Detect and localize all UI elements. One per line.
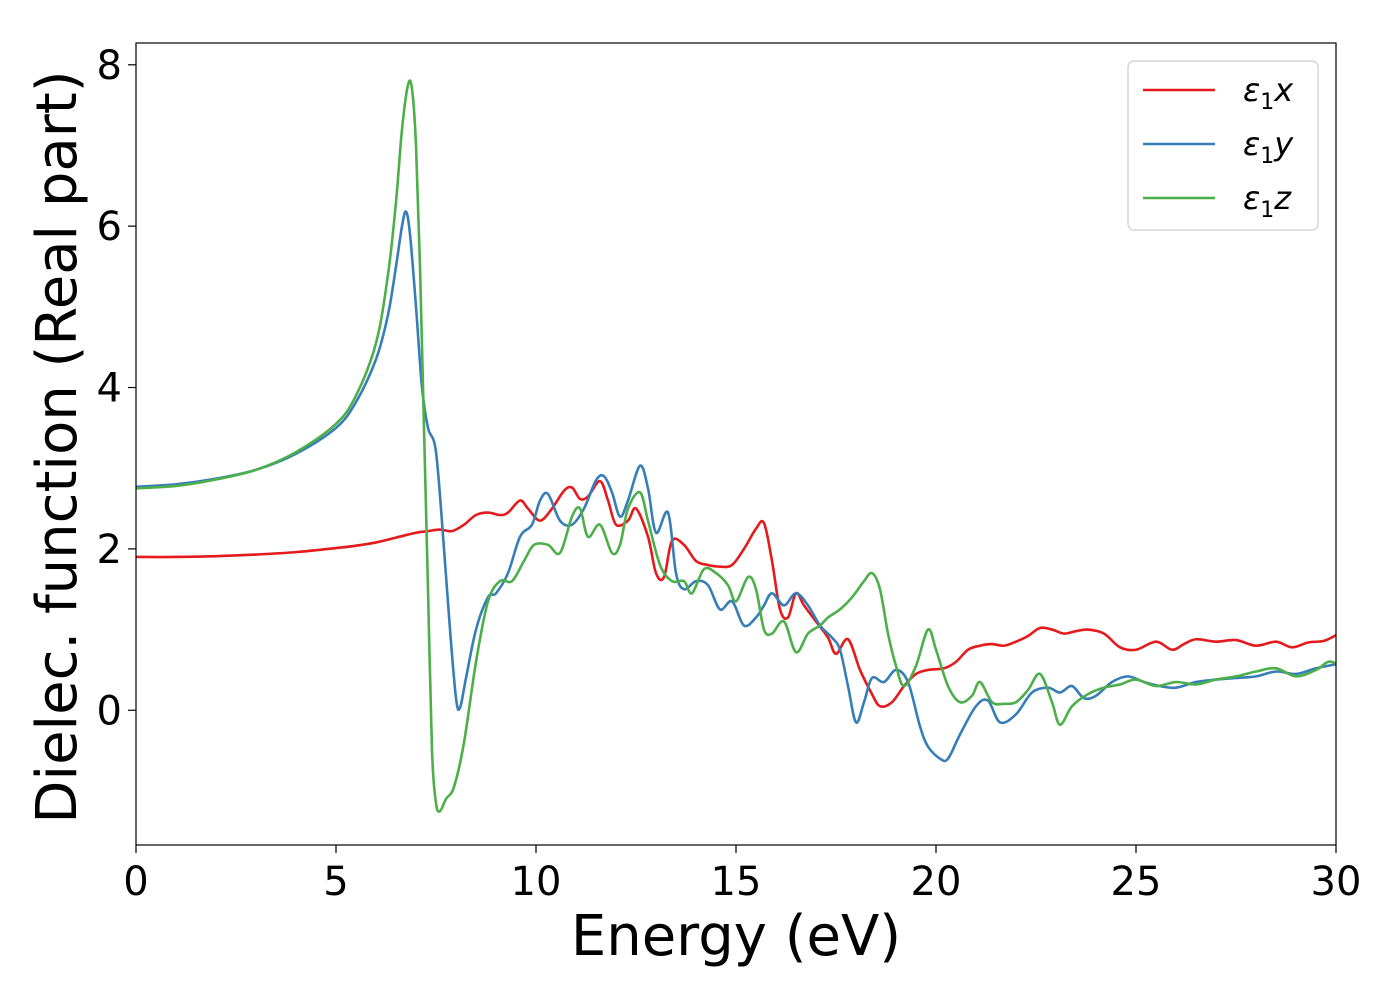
y-tick-label: 2 (97, 527, 122, 573)
legend-label-base: ε (1243, 125, 1260, 163)
x-tick-label: 10 (511, 859, 562, 905)
y-tick-label: 0 (97, 688, 122, 734)
x-axis-ticks: 0 5 10 15 20 25 30 (123, 845, 1361, 905)
y-tick-label: 6 (97, 204, 122, 250)
x-tick-label: 25 (1111, 859, 1162, 905)
x-tick-label: 5 (323, 859, 348, 905)
y-axis-ticks: 0 2 4 6 8 (97, 43, 136, 734)
x-tick-label: 0 (123, 859, 148, 905)
legend-label-variable: z (1273, 179, 1292, 217)
legend-label-variable: y (1273, 125, 1294, 163)
series-line-y (136, 210, 1336, 763)
legend-label-variable: x (1273, 71, 1294, 109)
legend-label-base: ε (1243, 71, 1260, 109)
legend-label-y: ε1y (1243, 125, 1294, 169)
plot-lines (136, 79, 1336, 813)
x-axis-title: Energy (eV) (571, 904, 901, 969)
x-tick-label: 30 (1311, 859, 1362, 905)
x-tick-label: 15 (711, 859, 762, 905)
x-tick-label: 20 (911, 859, 962, 905)
legend-label-subscript: 1 (1260, 90, 1274, 115)
legend-label-subscript: 1 (1260, 198, 1274, 223)
y-tick-label: 8 (97, 43, 122, 89)
y-tick-label: 4 (97, 366, 122, 412)
legend-label-base: ε (1243, 179, 1260, 217)
legend-label-subscript: 1 (1260, 144, 1274, 169)
series-line-x (136, 479, 1336, 708)
legend-label-x: ε1x (1243, 71, 1294, 115)
series-line-z (136, 79, 1336, 813)
y-axis-title: Dielec. function (Real part) (25, 70, 90, 823)
legend-label-z: ε1z (1243, 179, 1292, 223)
legend-box (1127, 60, 1319, 231)
